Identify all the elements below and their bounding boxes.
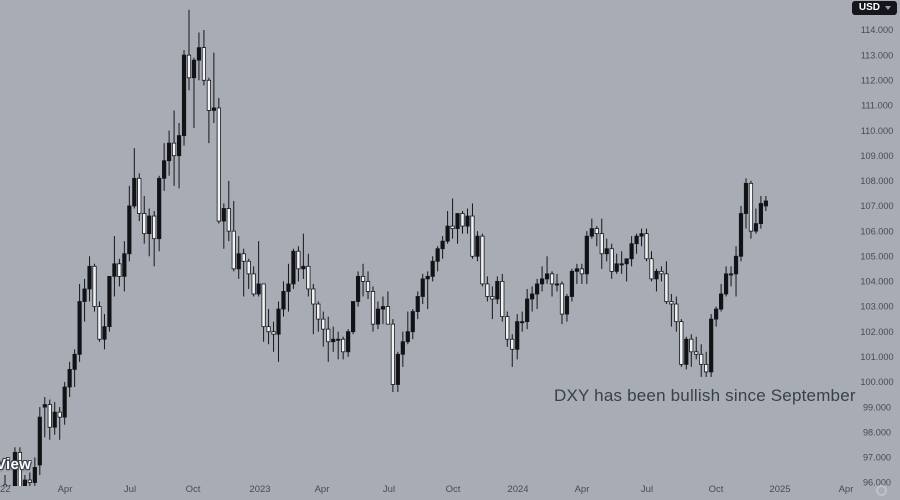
currency-label: USD <box>858 1 880 13</box>
price-tick-label: 108.000 <box>860 176 893 186</box>
price-tick-label: 102.000 <box>860 327 893 337</box>
time-tick-label: Apr <box>839 484 854 495</box>
price-tick-label: 103.000 <box>860 302 893 312</box>
price-tick-label: 98.000 <box>863 427 891 437</box>
time-tick-label: 2025 <box>769 484 790 495</box>
time-tick-label: Jul <box>383 484 395 495</box>
time-tick-label: Apr <box>58 484 73 495</box>
time-tick-label: Oct <box>186 484 201 495</box>
time-tick-label: Jul <box>124 484 136 495</box>
time-tick-label: Apr <box>315 484 330 495</box>
price-tick-label: 112.000 <box>861 75 894 85</box>
settings-gear-icon[interactable] <box>876 485 887 496</box>
price-tick-label: 96.000 <box>863 478 891 488</box>
price-tick-label: 110.000 <box>861 126 894 136</box>
tradingview-watermark: View <box>0 456 32 473</box>
price-tick-label: 114.000 <box>861 25 894 35</box>
price-tick-label: 99.000 <box>863 402 891 412</box>
time-tick-label: Apr <box>575 484 590 495</box>
time-axis[interactable]: 2022 Apr Jul Oct 2023 Apr Jul Oct 2024 Apr Jul Oct 2… <box>0 484 853 495</box>
time-tick-label: Jul <box>641 484 653 495</box>
price-tick-label: 113.000 <box>861 50 894 60</box>
price-tick-label: 104.000 <box>860 277 893 287</box>
price-tick-label: 107.000 <box>860 201 893 211</box>
currency-selector-button[interactable]: USD <box>851 1 897 15</box>
price-tick-label: 111.000 <box>861 101 893 111</box>
price-tick-label: 100.000 <box>860 377 893 387</box>
chart-annotation-text[interactable]: DXY has been bullish since September <box>554 386 856 405</box>
price-tick-label: 109.000 <box>860 151 893 161</box>
price-tick-label: 106.000 <box>860 226 893 236</box>
time-tick-label: Oct <box>446 484 461 495</box>
time-tick-label: 2022 <box>0 484 11 495</box>
caret-down-icon <box>885 6 891 10</box>
price-axis[interactable]: 114.000 113.000 112.000 111.000 110.000 109.0… <box>860 25 893 488</box>
time-tick-label: 2023 <box>249 484 270 495</box>
price-tick-label: 101.000 <box>860 352 893 362</box>
price-tick-label: 97.000 <box>863 453 891 463</box>
time-tick-label: 2024 <box>507 484 528 495</box>
price-tick-label: 105.000 <box>860 251 893 261</box>
candles-layer <box>2 9 768 486</box>
time-tick-label: Oct <box>709 484 724 495</box>
